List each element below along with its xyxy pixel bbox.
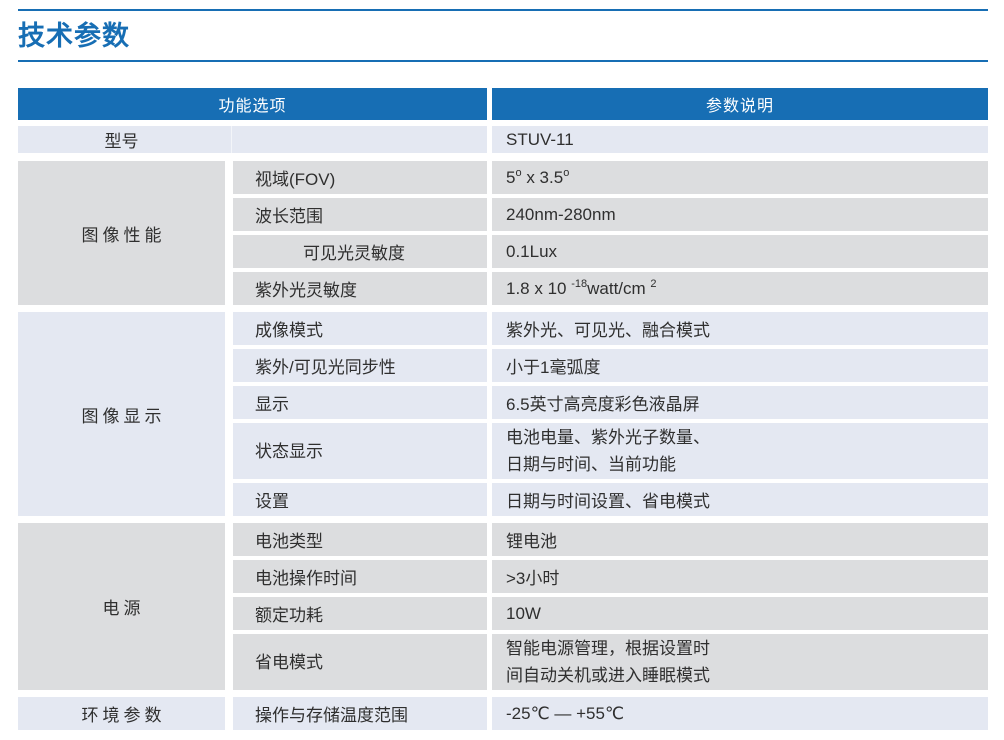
table-row-imaging-mode: 成像模式 紫外光、可见光、融合模式 xyxy=(233,312,988,345)
table-row-power-saving: 省电模式 智能电源管理，根据设置时 间自动关机或进入睡眠模式 xyxy=(233,634,988,690)
table-row-model: 型号 STUV-11 xyxy=(18,126,988,153)
table-row-uv-sensitivity: 紫外光灵敏度 1.8 x 10 -18watt/cm 2 xyxy=(233,272,988,305)
table-row-settings: 设置 日期与时间设置、省电模式 xyxy=(233,483,988,516)
section-rows: 成像模式 紫外光、可见光、融合模式 紫外/可见光同步性 小于1毫弧度 显示 6.… xyxy=(233,312,988,516)
row-value: 紫外光、可见光、融合模式 xyxy=(492,312,988,345)
value-base: 1.8 x 10 xyxy=(506,278,572,298)
header-cell-function: 功能选项 xyxy=(18,88,487,120)
table-row-battery-type: 电池类型 锂电池 xyxy=(233,523,988,556)
table-row-battery-time: 电池操作时间 >3小时 xyxy=(233,560,988,593)
row-value: 10W xyxy=(492,597,988,630)
value-base: watt/cm xyxy=(587,278,651,298)
row-value: 5o x 3.5o xyxy=(492,161,988,194)
row-value: 6.5英寸高亮度彩色液晶屏 xyxy=(492,386,988,419)
model-label: 型号 xyxy=(104,132,139,151)
table-row-display: 显示 6.5英寸高亮度彩色液晶屏 xyxy=(233,386,988,419)
value-text: 1.8 x 10 -18watt/cm 2 xyxy=(506,277,988,299)
section-image-display: 图像显示 成像模式 紫外光、可见光、融合模式 紫外/可见光同步性 小于1毫弧度 … xyxy=(18,312,988,516)
row-value: 电池电量、紫外光子数量、 日期与时间、当前功能 xyxy=(492,423,988,479)
value-base: x 3.5 xyxy=(521,167,564,187)
top-rule xyxy=(18,9,988,11)
section-rows: 操作与存储温度范围 -25℃ — +55℃ xyxy=(233,697,988,730)
row-label: 电池操作时间 xyxy=(233,560,487,593)
value-line-1: 智能电源管理，根据设置时 xyxy=(506,639,710,658)
table-row-temperature-range: 操作与存储温度范围 -25℃ — +55℃ xyxy=(233,697,988,730)
row-label: 显示 xyxy=(233,386,487,419)
row-label: 可见光灵敏度 xyxy=(233,235,487,268)
group-label-image-performance: 图像性能 xyxy=(18,161,225,305)
row-label: 成像模式 xyxy=(233,312,487,345)
section-power: 电源 电池类型 锂电池 电池操作时间 >3小时 额定功耗 10W 省电模式 xyxy=(18,523,988,690)
header-cell-params: 参数说明 xyxy=(492,88,988,120)
cell-divider xyxy=(231,126,232,153)
value-superscript: 2 xyxy=(650,277,657,290)
row-label: 电池类型 xyxy=(233,523,487,556)
row-label: 状态显示 xyxy=(233,423,487,479)
row-value: 日期与时间设置、省电模式 xyxy=(492,483,988,516)
row-label: 额定功耗 xyxy=(233,597,487,630)
row-label: 紫外光灵敏度 xyxy=(233,272,487,305)
section-rows: 电池类型 锂电池 电池操作时间 >3小时 额定功耗 10W 省电模式 智能电源管… xyxy=(233,523,988,690)
group-label-power: 电源 xyxy=(18,523,225,690)
value-superscript: o xyxy=(563,166,570,179)
row-value: 智能电源管理，根据设置时 间自动关机或进入睡眠模式 xyxy=(492,634,988,690)
section-environment: 环境参数 操作与存储温度范围 -25℃ — +55℃ xyxy=(18,697,988,730)
value-line-2: 日期与时间、当前功能 xyxy=(506,455,676,474)
page-title: 技术参数 xyxy=(18,21,130,51)
row-label: 设置 xyxy=(233,483,487,516)
row-value: 锂电池 xyxy=(492,523,988,556)
section-rows: 视域(FOV) 5o x 3.5o 波长范围 240nm-280nm 可见光灵敏… xyxy=(233,161,988,305)
row-label: 视域(FOV) xyxy=(233,161,487,194)
group-label-image-display: 图像显示 xyxy=(18,312,225,516)
row-value: 小于1毫弧度 xyxy=(492,349,988,382)
row-label: 省电模式 xyxy=(233,634,487,690)
row-value: 1.8 x 10 -18watt/cm 2 xyxy=(492,272,988,305)
table-row-visible-sensitivity: 可见光灵敏度 0.1Lux xyxy=(233,235,988,268)
row-label: 波长范围 xyxy=(233,198,487,231)
table-row-rated-power: 额定功耗 10W xyxy=(233,597,988,630)
value-base: 5 xyxy=(506,167,516,187)
value-superscript: -18 xyxy=(571,277,588,290)
spec-table: 功能选项 参数说明 型号 STUV-11 图像性能 视域(FOV) 5o x 3… xyxy=(18,88,988,730)
title-underline xyxy=(18,60,988,62)
value-line-1: 电池电量、紫外光子数量、 xyxy=(506,428,710,447)
value-line-2: 间自动关机或进入睡眠模式 xyxy=(506,666,710,685)
value-superscript: o xyxy=(515,166,522,179)
row-value: -25℃ — +55℃ xyxy=(492,697,988,730)
row-value: 0.1Lux xyxy=(492,235,988,268)
table-row-status-display: 状态显示 电池电量、紫外光子数量、 日期与时间、当前功能 xyxy=(233,423,988,479)
page-container: 技术参数 功能选项 参数说明 型号 STUV-11 图像性能 视域(FOV) 5… xyxy=(18,9,988,730)
row-label: 操作与存储温度范围 xyxy=(233,697,487,730)
table-header-row: 功能选项 参数说明 xyxy=(18,88,988,120)
section-image-performance: 图像性能 视域(FOV) 5o x 3.5o 波长范围 240nm-280nm … xyxy=(18,161,988,305)
value-text: 5o x 3.5o xyxy=(506,166,988,188)
table-row-fov: 视域(FOV) 5o x 3.5o xyxy=(233,161,988,194)
model-label-cell: 型号 xyxy=(18,126,487,153)
model-value-cell: STUV-11 xyxy=(492,126,988,153)
row-value: >3小时 xyxy=(492,560,988,593)
group-label-environment: 环境参数 xyxy=(18,697,225,730)
table-row-sync: 紫外/可见光同步性 小于1毫弧度 xyxy=(233,349,988,382)
row-label: 紫外/可见光同步性 xyxy=(233,349,487,382)
row-value: 240nm-280nm xyxy=(492,198,988,231)
table-row-wavelength: 波长范围 240nm-280nm xyxy=(233,198,988,231)
